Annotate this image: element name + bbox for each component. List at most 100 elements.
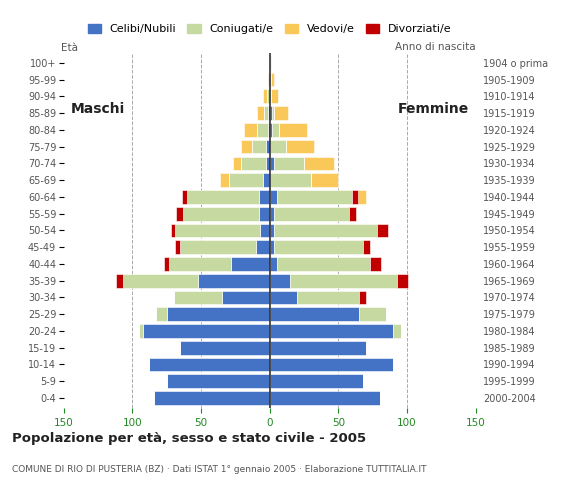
Bar [270, 140, 286, 154]
Bar [270, 224, 274, 237]
Bar [377, 224, 381, 237]
Bar [241, 140, 252, 154]
Bar [149, 358, 270, 372]
Bar [259, 190, 270, 204]
Bar [270, 173, 311, 187]
Bar [270, 89, 271, 103]
Bar [304, 156, 334, 170]
Bar [274, 224, 377, 237]
Bar [270, 274, 290, 288]
Bar [175, 224, 260, 237]
Bar [259, 207, 270, 220]
Bar [270, 290, 297, 304]
Legend: Celibi/Nubili, Coniugati/e, Vedovi/e, Divorziati/e: Celibi/Nubili, Coniugati/e, Vedovi/e, Di… [83, 19, 456, 38]
Text: Maschi: Maschi [71, 102, 125, 117]
Bar [377, 224, 388, 237]
Bar [274, 106, 288, 120]
Bar [270, 391, 379, 405]
Bar [154, 391, 270, 405]
Bar [169, 257, 231, 271]
Bar [252, 140, 266, 154]
Bar [274, 156, 304, 170]
Bar [267, 89, 270, 103]
Bar [231, 257, 270, 271]
Bar [270, 56, 271, 70]
Bar [273, 106, 274, 120]
Bar [297, 290, 359, 304]
Bar [233, 156, 241, 170]
Bar [349, 207, 356, 220]
Bar [222, 290, 270, 304]
Bar [139, 324, 143, 338]
Bar [241, 156, 266, 170]
Bar [270, 374, 363, 388]
Bar [270, 240, 274, 254]
Bar [263, 173, 270, 187]
Bar [198, 274, 270, 288]
Bar [277, 257, 370, 271]
Bar [290, 274, 397, 288]
Bar [273, 123, 280, 137]
Bar [258, 106, 264, 120]
Bar [167, 307, 270, 321]
Bar [393, 324, 401, 338]
Bar [260, 224, 270, 237]
Bar [164, 257, 169, 271]
Bar [229, 173, 263, 187]
Bar [270, 106, 273, 120]
Bar [370, 257, 381, 271]
Bar [270, 207, 274, 220]
Bar [220, 173, 229, 187]
Bar [266, 156, 270, 170]
Bar [269, 123, 270, 137]
Bar [280, 123, 307, 137]
Bar [352, 190, 366, 204]
Bar [274, 240, 363, 254]
Text: Femmine: Femmine [397, 102, 469, 117]
Bar [277, 190, 352, 204]
Bar [180, 341, 270, 355]
Bar [270, 123, 273, 137]
Bar [244, 123, 258, 137]
Bar [263, 89, 267, 103]
Bar [156, 307, 167, 321]
Bar [182, 190, 187, 204]
Bar [123, 274, 198, 288]
Bar [256, 240, 270, 254]
Bar [359, 290, 366, 304]
Text: COMUNE DI RIO DI PUSTERIA (BZ) · Dati ISTAT 1° gennaio 2005 · Elaborazione TUTTI: COMUNE DI RIO DI PUSTERIA (BZ) · Dati IS… [12, 465, 426, 474]
Bar [363, 240, 370, 254]
Bar [264, 106, 269, 120]
Bar [311, 173, 338, 187]
Bar [258, 123, 269, 137]
Bar [270, 324, 393, 338]
Bar [270, 257, 277, 271]
Bar [171, 224, 175, 237]
Bar [349, 207, 356, 220]
Bar [266, 140, 270, 154]
Bar [271, 73, 274, 86]
Bar [269, 73, 270, 86]
Bar [269, 106, 270, 120]
Bar [363, 240, 367, 254]
Bar [270, 73, 271, 86]
Bar [271, 89, 278, 103]
Text: Anno di nascita: Anno di nascita [395, 42, 476, 52]
Bar [143, 324, 270, 338]
Bar [180, 240, 256, 254]
Bar [270, 307, 359, 321]
Bar [352, 190, 357, 204]
Bar [176, 207, 183, 220]
Bar [270, 341, 366, 355]
Bar [187, 190, 259, 204]
Bar [286, 140, 314, 154]
Bar [270, 156, 274, 170]
Text: Età: Età [61, 43, 78, 53]
Bar [167, 374, 270, 388]
Bar [173, 290, 222, 304]
Bar [397, 274, 408, 288]
Text: Popolazione per età, sesso e stato civile - 2005: Popolazione per età, sesso e stato civil… [12, 432, 366, 445]
Bar [270, 358, 393, 372]
Bar [274, 207, 349, 220]
Bar [183, 207, 259, 220]
